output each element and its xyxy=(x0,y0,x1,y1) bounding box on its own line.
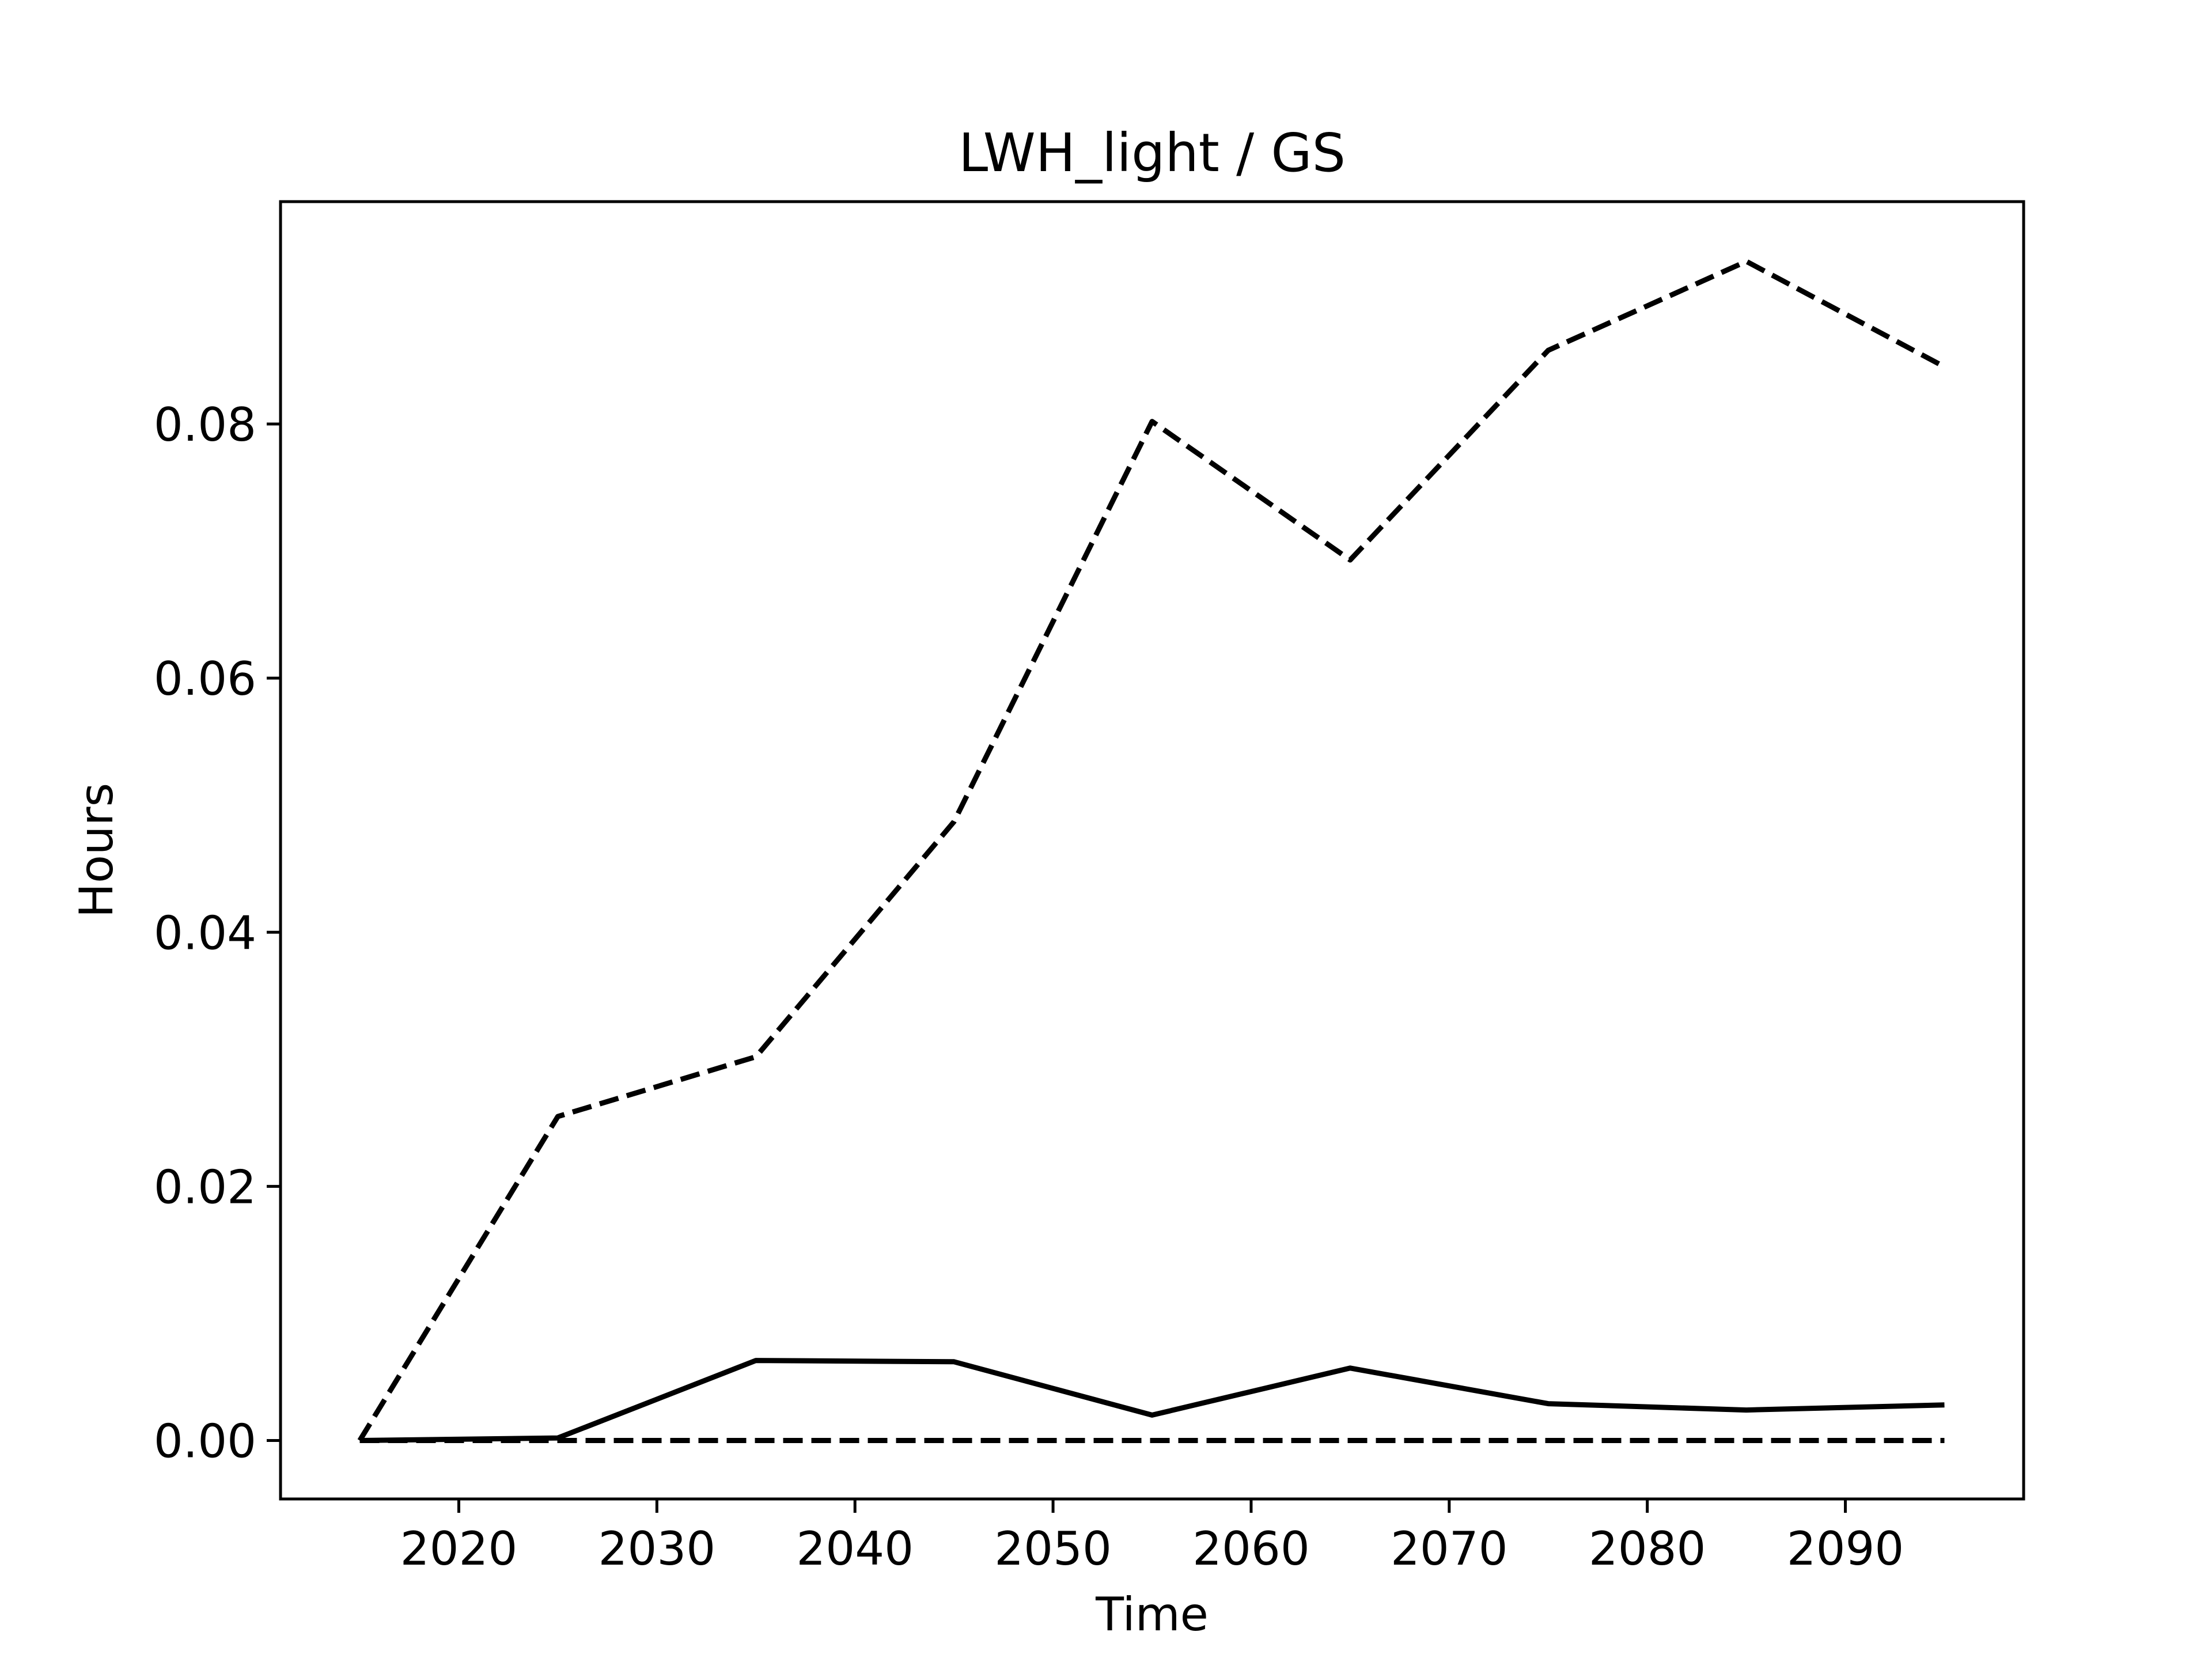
x-axis-label: Time xyxy=(1095,1588,1209,1641)
y-axis: 0.00 0.02 0.04 0.06 0.08 xyxy=(154,398,281,1468)
series-layer xyxy=(357,259,1946,1443)
x-tick-label: 2070 xyxy=(1391,1522,1508,1576)
y-tick-label: 0.02 xyxy=(154,1160,256,1214)
x-tick-label: 2020 xyxy=(400,1522,518,1576)
y-axis-label: Hours xyxy=(70,783,123,918)
chart-title: LWH_light / GS xyxy=(959,122,1346,184)
x-tick-label: 2040 xyxy=(796,1522,914,1576)
x-tick-label: 2050 xyxy=(994,1522,1112,1576)
y-tick-label: 0.06 xyxy=(154,652,256,706)
series-line-2 xyxy=(359,1358,1945,1443)
series-line-1 xyxy=(357,259,1946,1442)
x-tick-label: 2090 xyxy=(1787,1522,1904,1576)
plot-frame xyxy=(279,200,2025,1501)
y-tick-label: 0.04 xyxy=(154,906,256,960)
x-tick-label: 2080 xyxy=(1589,1522,1706,1576)
plot-area xyxy=(281,202,2024,1499)
y-tick-label: 0.08 xyxy=(154,398,256,452)
x-tick-label: 2060 xyxy=(1192,1522,1310,1576)
y-tick-label: 0.00 xyxy=(154,1415,256,1468)
x-axis: 2020 2030 2040 2050 2060 2070 2080 2090 xyxy=(400,1499,1904,1576)
x-tick-label: 2030 xyxy=(599,1522,716,1576)
